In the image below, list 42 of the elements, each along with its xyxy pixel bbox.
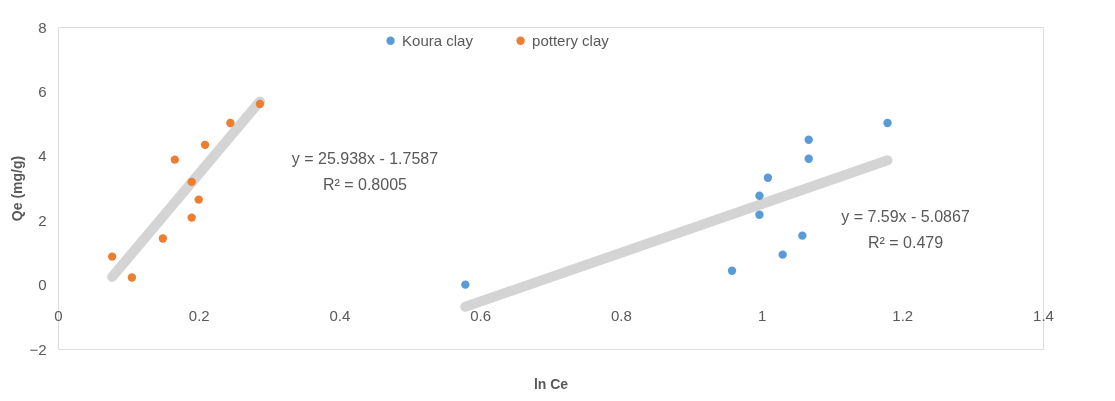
x-tick-label: 1.2 [892,307,914,325]
annotation: R² = 0.8005 [322,176,408,194]
point [187,213,196,222]
y-axis-title: Qe (mg/g) [9,155,26,222]
y-tick-label: 2 [38,211,47,229]
point [194,195,203,204]
point [200,140,210,150]
y-tick-label: 0 [38,276,47,294]
point [778,250,787,259]
x-axis-title: ln Ce [533,375,569,392]
point [727,266,737,275]
x-tick-label: 0.6 [470,307,492,325]
y-tick-label: −2 [29,340,47,358]
x-tick-label: 0.8 [610,307,632,325]
point [158,234,168,243]
annotation: y = 25.938x - 1.7587 [291,150,439,168]
point [883,118,892,128]
point [798,231,807,240]
point [755,191,764,200]
y-tick-label: 8 [38,18,47,36]
legend-label: pottery clay [532,31,610,49]
point [255,99,265,109]
point [170,155,179,164]
point [187,177,196,187]
x-tick-label: 0.4 [329,307,351,325]
point [127,273,137,282]
x-tick-label: 1.4 [1033,307,1054,325]
x-tick-label: 0.2 [188,307,210,325]
annotation: y = 7.59x - 5.0867 [841,208,970,226]
x-tick-label: 1 [757,307,767,325]
point [804,154,813,163]
point [763,173,773,182]
point [755,210,764,219]
annotation: R² = 0.479 [867,234,944,252]
x-tick-label: 0 [54,307,63,325]
point [804,135,813,144]
y-tick-label: 4 [38,147,47,165]
point [107,252,117,261]
legend-label: Koura clay [402,31,474,49]
y-tick-label: 6 [38,82,47,100]
point [461,280,470,289]
point [226,118,235,128]
